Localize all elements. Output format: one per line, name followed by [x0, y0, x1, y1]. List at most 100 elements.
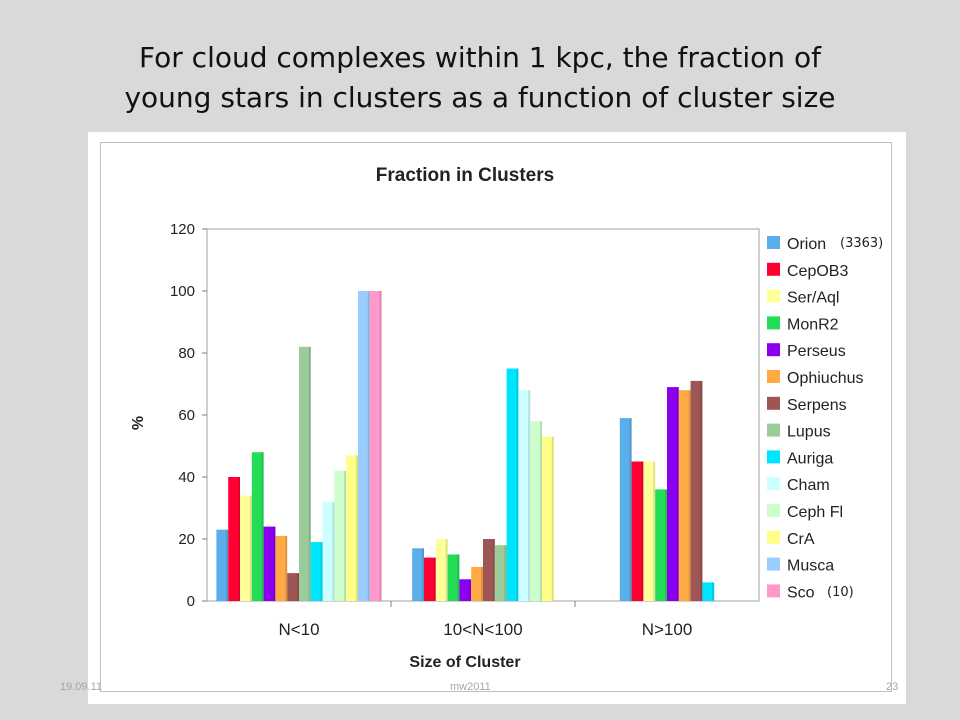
bar-shade	[249, 495, 252, 601]
chart-panel: 0 20 40 60 80 100 120 N<10 10<N<100 N>100 Orion Cep…	[88, 132, 906, 704]
legend-swatch-perseus	[767, 343, 780, 357]
y-axis-label: %	[130, 416, 147, 430]
bar-shade	[356, 455, 358, 601]
bar-ser-aql-1	[240, 495, 252, 601]
bar-cham-1	[322, 501, 335, 601]
bar-shade	[469, 579, 472, 601]
bar-shade	[481, 566, 483, 601]
bar-ophiuchus-1	[275, 535, 288, 601]
legend-swatch-ophiuchus	[767, 370, 780, 383]
bar-shade	[528, 390, 531, 601]
legend-label-cham: Cham	[787, 477, 830, 494]
footer-center: mw2011	[450, 681, 491, 693]
bar-cra-1	[346, 455, 358, 601]
legend-label-monr2: MonR2	[787, 316, 839, 333]
bar-cham-2	[518, 390, 531, 601]
bar-ser-aql-3	[643, 461, 656, 601]
y-tick-label: 40	[178, 469, 195, 486]
legend-swatch-ceph-fl	[767, 504, 780, 517]
chart-frame: 0 20 40 60 80 100 120 N<10 10<N<100 N>100 Orion Cep…	[100, 142, 892, 692]
bar-ceph-fl-1	[334, 470, 347, 601]
slide-title-line-2: young stars in clusters as a function of…	[124, 81, 836, 114]
bar-shade	[700, 380, 703, 601]
bar-serpens-2	[483, 539, 495, 601]
bar-monr2-2	[447, 554, 460, 601]
bar-shade	[492, 539, 495, 601]
bar-orion-3	[619, 418, 632, 601]
bar-shade	[433, 557, 436, 601]
bar-shade	[516, 368, 519, 601]
bar-auriga-3	[702, 582, 715, 601]
bar-perseus-3	[667, 387, 679, 601]
legend-swatch-cepob3	[767, 262, 780, 276]
footer-page-number: 23	[886, 681, 899, 693]
bar-shade	[308, 346, 311, 601]
bar-shade	[665, 489, 667, 601]
bar-shade	[273, 526, 276, 601]
bar-orion-2	[412, 548, 424, 601]
bar-cepob3-3	[631, 461, 644, 601]
bar-ophiuchus-3	[678, 390, 691, 601]
legend-label-cepob3: CepOB3	[787, 263, 848, 280]
legend-swatch-ser-aql	[767, 289, 780, 303]
y-tick-label: 80	[178, 345, 195, 362]
legend-label-ser-aql: Ser/Aql	[787, 290, 839, 307]
bar-shade	[285, 535, 288, 601]
bar-shade	[422, 548, 424, 601]
bar-shade	[297, 573, 299, 601]
legend-label-sco: Sco	[787, 584, 815, 601]
slide-title-line-1: For cloud complexes within 1 kpc, the fr…	[139, 41, 821, 74]
bar-auriga-2	[506, 368, 519, 601]
bar-shade	[261, 452, 264, 601]
slide-title: For cloud complexes within 1 kpc, the fr…	[0, 38, 960, 118]
bar-perseus-2	[459, 579, 472, 601]
bar-lupus-2	[494, 545, 507, 601]
bar-shade	[445, 539, 448, 601]
legend-label-cra: CrA	[787, 531, 815, 548]
x-axis-label: Size of Cluster	[409, 654, 520, 671]
legend-swatch-lupus	[767, 423, 780, 437]
bar-shade	[551, 436, 554, 601]
y-tick-label: 0	[187, 593, 195, 610]
legend-swatch-serpens	[767, 396, 780, 410]
bar-shade	[332, 501, 335, 601]
bar-sco-1	[369, 291, 382, 601]
bar-cepob3-1	[228, 477, 240, 601]
legend-swatch-cham	[767, 477, 780, 491]
footer-date: 19.09.11	[60, 681, 103, 693]
bar-shade	[653, 461, 656, 601]
legend-swatch-auriga	[767, 450, 780, 464]
bar-shade	[238, 477, 240, 601]
legend-label-auriga: Auriga	[787, 450, 833, 467]
bar-ceph-fl-2	[530, 421, 542, 601]
legend-swatch-orion	[767, 236, 780, 249]
bar-lupus-1	[299, 346, 311, 601]
y-tick-label: 100	[170, 283, 195, 300]
bar-shade	[676, 387, 679, 601]
sco-count-annotation: (10)	[827, 585, 854, 600]
bar-serpens-3	[690, 380, 703, 601]
legend-label-ophiuchus: Ophiuchus	[787, 370, 864, 387]
bar-shade	[641, 461, 644, 601]
bar-shade	[344, 470, 347, 601]
x-tick-label: N<10	[278, 620, 319, 639]
legend-label-serpens: Serpens	[787, 397, 847, 414]
legend-swatch-cra	[767, 530, 780, 544]
bar-shade	[320, 542, 323, 601]
bar-auriga-1	[310, 542, 323, 601]
legend-label-orion: Orion	[787, 236, 826, 253]
legend-swatch-sco	[767, 584, 780, 598]
y-tick-label: 20	[178, 531, 195, 548]
bar-cepob3-2	[424, 557, 436, 601]
bar-shade	[379, 291, 382, 601]
bar-monr2-3	[655, 489, 667, 601]
bar-perseus-1	[263, 526, 276, 601]
legend-label-musca: Musca	[787, 558, 834, 575]
bar-serpens-1	[287, 573, 299, 601]
chart-title: Fraction in Clusters	[376, 165, 554, 186]
bar-shade	[540, 421, 542, 601]
y-tick-label: 120	[170, 221, 195, 238]
bar-cra-2	[542, 436, 554, 601]
bar-monr2-1	[251, 452, 264, 601]
y-tick-label: 60	[178, 407, 195, 424]
